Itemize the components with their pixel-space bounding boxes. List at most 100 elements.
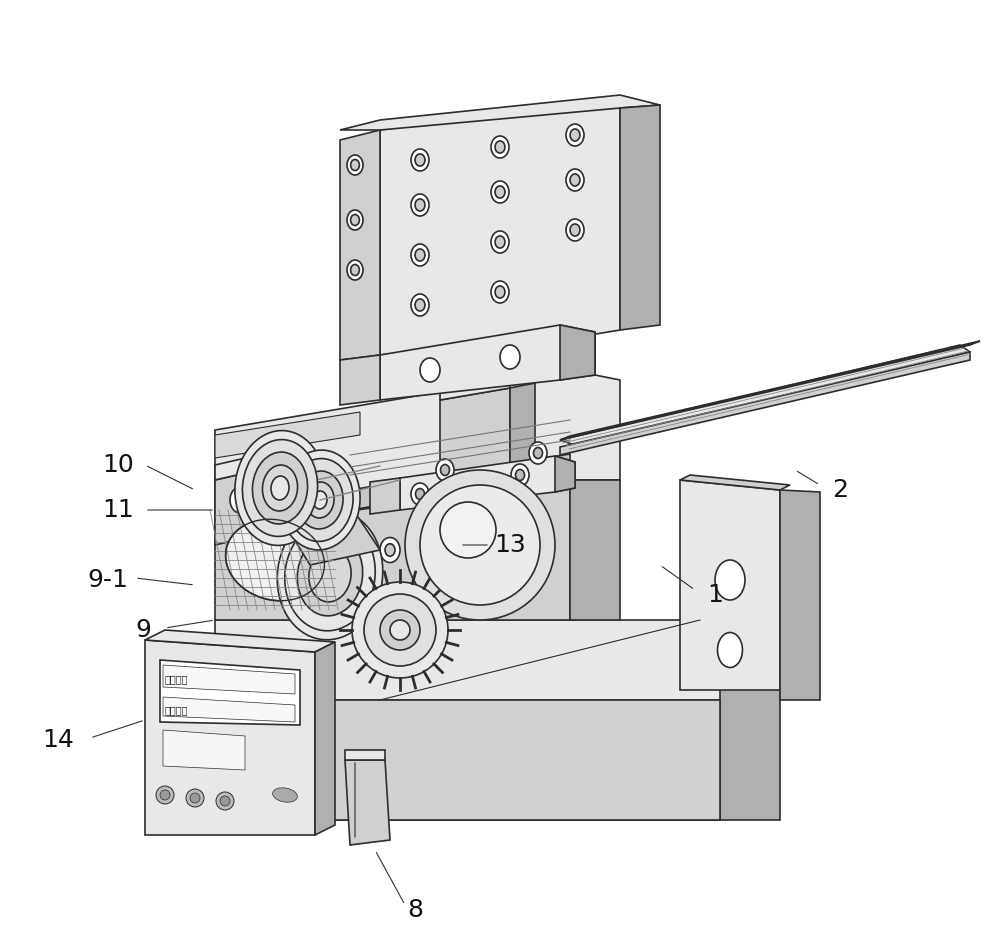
Polygon shape xyxy=(380,325,595,400)
Ellipse shape xyxy=(416,488,425,500)
Polygon shape xyxy=(215,412,360,458)
Ellipse shape xyxy=(491,181,509,203)
Ellipse shape xyxy=(230,487,250,513)
Polygon shape xyxy=(215,370,620,530)
Circle shape xyxy=(364,594,436,666)
Ellipse shape xyxy=(500,345,520,369)
Polygon shape xyxy=(350,454,570,510)
Ellipse shape xyxy=(475,483,486,497)
Ellipse shape xyxy=(351,160,359,171)
Polygon shape xyxy=(340,355,380,405)
Ellipse shape xyxy=(411,294,429,316)
Polygon shape xyxy=(215,700,720,820)
Polygon shape xyxy=(510,383,535,478)
Ellipse shape xyxy=(566,124,584,146)
Polygon shape xyxy=(555,456,575,492)
Ellipse shape xyxy=(511,464,529,486)
Ellipse shape xyxy=(280,450,360,550)
Text: 9: 9 xyxy=(135,618,151,642)
Circle shape xyxy=(160,790,170,800)
Circle shape xyxy=(352,582,448,678)
Ellipse shape xyxy=(273,788,297,802)
Ellipse shape xyxy=(420,358,440,382)
Text: 10: 10 xyxy=(102,453,134,477)
Polygon shape xyxy=(215,620,780,700)
Ellipse shape xyxy=(436,459,454,481)
Ellipse shape xyxy=(441,465,450,475)
Polygon shape xyxy=(163,665,295,694)
Polygon shape xyxy=(270,490,380,565)
Text: 设定温度: 设定温度 xyxy=(165,705,189,715)
Polygon shape xyxy=(560,325,595,380)
Polygon shape xyxy=(145,640,315,835)
Polygon shape xyxy=(370,478,400,514)
Ellipse shape xyxy=(495,186,505,198)
Polygon shape xyxy=(680,475,790,490)
Circle shape xyxy=(420,485,540,605)
Ellipse shape xyxy=(566,169,584,191)
Circle shape xyxy=(190,793,200,803)
Ellipse shape xyxy=(566,219,584,241)
Ellipse shape xyxy=(306,482,334,518)
Ellipse shape xyxy=(252,452,308,524)
Ellipse shape xyxy=(287,458,353,542)
Polygon shape xyxy=(345,760,390,845)
Polygon shape xyxy=(215,465,280,545)
Ellipse shape xyxy=(534,448,542,458)
Ellipse shape xyxy=(469,476,491,504)
Ellipse shape xyxy=(262,465,298,511)
Ellipse shape xyxy=(495,286,505,298)
Ellipse shape xyxy=(415,154,425,166)
Text: 1: 1 xyxy=(707,583,723,607)
Ellipse shape xyxy=(271,476,289,500)
Polygon shape xyxy=(215,450,280,480)
Polygon shape xyxy=(215,700,720,820)
Circle shape xyxy=(380,610,420,650)
Circle shape xyxy=(405,470,555,620)
Polygon shape xyxy=(570,480,620,620)
Ellipse shape xyxy=(516,470,524,481)
Polygon shape xyxy=(340,95,660,130)
Circle shape xyxy=(186,789,204,807)
Ellipse shape xyxy=(415,299,425,311)
Polygon shape xyxy=(145,630,335,652)
Ellipse shape xyxy=(309,548,351,602)
Ellipse shape xyxy=(454,532,466,547)
Ellipse shape xyxy=(491,136,509,158)
Ellipse shape xyxy=(718,633,742,668)
Text: 13: 13 xyxy=(494,533,526,557)
Text: 9-1: 9-1 xyxy=(88,568,128,592)
Ellipse shape xyxy=(415,199,425,211)
Ellipse shape xyxy=(277,510,383,639)
Polygon shape xyxy=(620,105,660,330)
Ellipse shape xyxy=(347,260,363,280)
Polygon shape xyxy=(680,480,780,690)
Polygon shape xyxy=(215,480,570,620)
Circle shape xyxy=(216,792,234,810)
Ellipse shape xyxy=(491,281,509,303)
Polygon shape xyxy=(340,130,380,360)
Ellipse shape xyxy=(448,525,473,555)
Ellipse shape xyxy=(570,174,580,186)
Ellipse shape xyxy=(385,544,395,556)
Ellipse shape xyxy=(351,265,359,275)
Polygon shape xyxy=(780,490,820,700)
Text: 11: 11 xyxy=(102,498,134,522)
Polygon shape xyxy=(560,341,980,440)
Ellipse shape xyxy=(380,537,400,562)
Ellipse shape xyxy=(570,129,580,141)
Ellipse shape xyxy=(495,141,505,153)
Ellipse shape xyxy=(351,214,359,225)
Ellipse shape xyxy=(226,519,324,601)
Polygon shape xyxy=(400,456,575,510)
Text: 实时温度: 实时温度 xyxy=(165,674,189,684)
Ellipse shape xyxy=(411,483,429,505)
Text: 14: 14 xyxy=(42,728,74,752)
Ellipse shape xyxy=(297,471,343,529)
Ellipse shape xyxy=(297,534,363,616)
Ellipse shape xyxy=(285,519,375,631)
Ellipse shape xyxy=(491,231,509,253)
Ellipse shape xyxy=(411,149,429,171)
Ellipse shape xyxy=(570,223,580,236)
Text: 8: 8 xyxy=(407,898,423,922)
